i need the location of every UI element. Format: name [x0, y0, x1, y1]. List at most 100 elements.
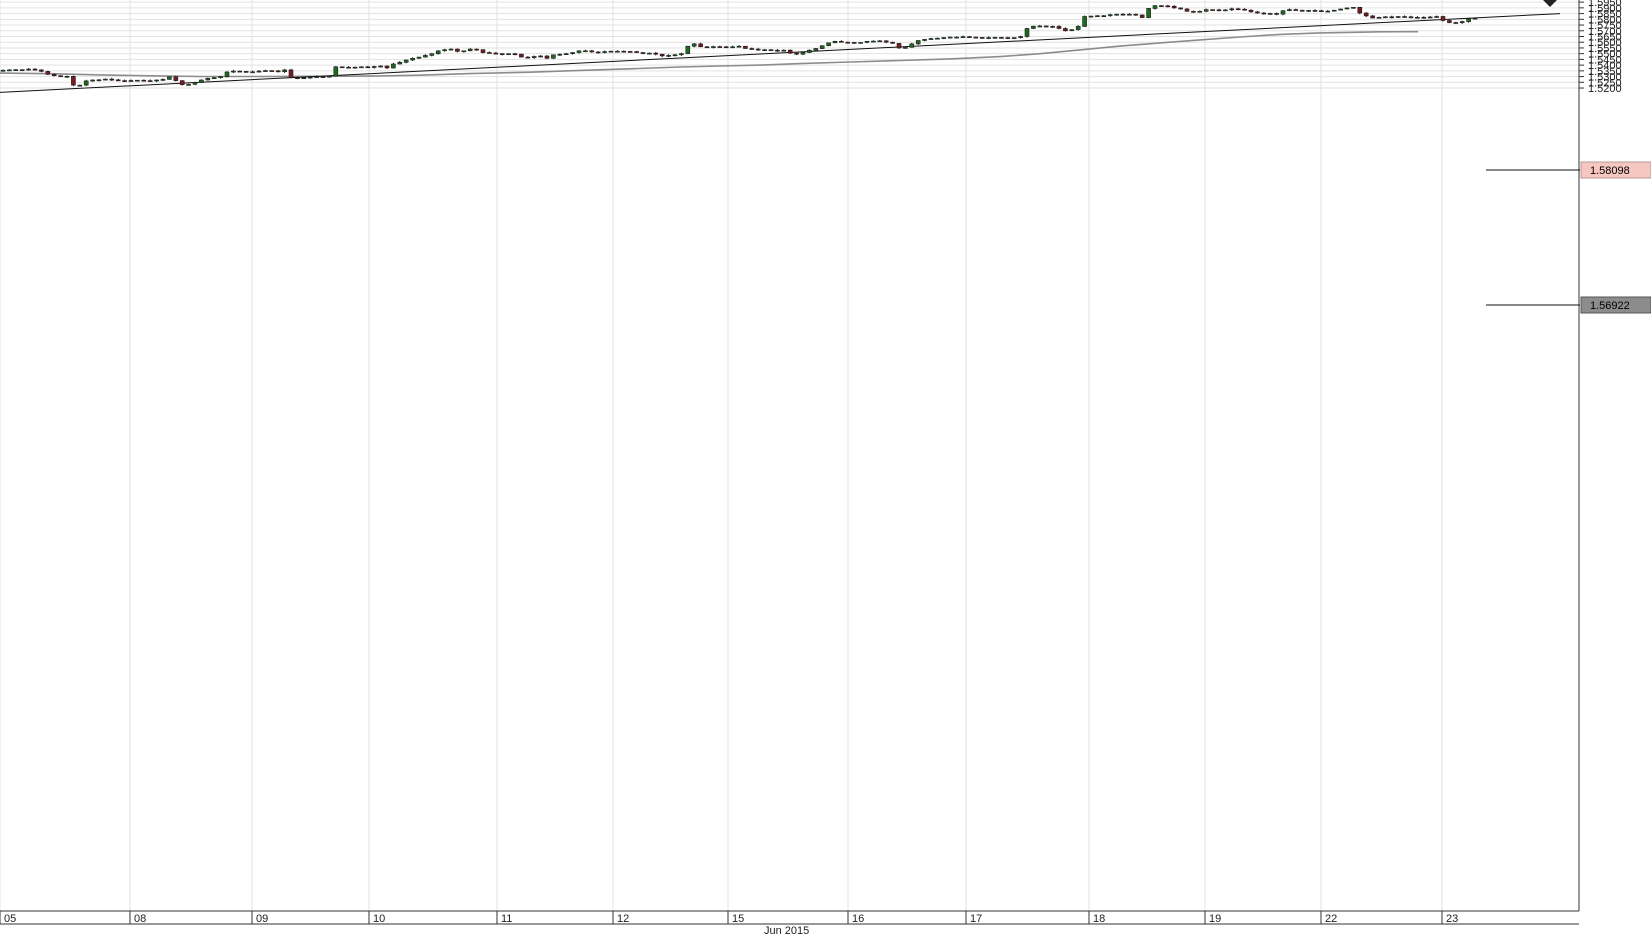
candle	[1050, 25, 1055, 28]
candle-body-down	[493, 52, 499, 55]
candle-body-down	[1184, 8, 1190, 12]
candle	[179, 80, 185, 86]
candle-body-down	[1101, 15, 1107, 17]
x-tick-label: 19	[1209, 913, 1221, 925]
candle	[288, 68, 294, 79]
candle	[1306, 9, 1311, 12]
candle	[51, 73, 57, 77]
candle-body-down	[1274, 13, 1279, 15]
candle	[1421, 16, 1427, 19]
candle	[218, 76, 223, 79]
candle-body-up	[410, 57, 415, 61]
ma-value-tag-box	[1580, 296, 1651, 314]
candle	[1376, 16, 1382, 19]
candle	[1011, 37, 1017, 39]
y-tick-label: 1.5800	[1588, 14, 1622, 26]
candle-body-up	[26, 68, 31, 71]
candle-body-up	[461, 50, 467, 53]
candle	[1043, 25, 1049, 28]
candle-body-up	[858, 42, 863, 44]
candle	[301, 77, 307, 79]
candle	[1146, 8, 1151, 19]
candle	[941, 37, 947, 40]
candle-body-down	[544, 55, 550, 59]
candle-body-down	[595, 51, 601, 54]
candle-body-up	[563, 53, 569, 56]
candle-body-up	[442, 49, 447, 52]
candle-body-down	[1056, 26, 1062, 29]
candle-body-up	[1306, 10, 1311, 12]
candle-body-up	[1383, 16, 1388, 19]
candle-body-up	[314, 76, 319, 78]
candle	[640, 52, 646, 55]
candle	[115, 78, 121, 82]
candle-body-up	[871, 40, 876, 43]
candle	[730, 45, 735, 49]
candle	[128, 79, 134, 82]
candle	[864, 40, 870, 44]
candle	[858, 42, 863, 44]
candle	[749, 47, 755, 50]
candle-body-up	[167, 76, 172, 80]
trendline-layer	[0, 13, 1561, 93]
candle	[1383, 16, 1388, 19]
candle-body-up	[423, 55, 428, 58]
candle-body-up	[1459, 21, 1465, 24]
candle	[1242, 8, 1247, 11]
candle	[499, 53, 505, 56]
candle-body-down	[717, 46, 723, 48]
candle-body-down	[295, 77, 300, 79]
candle-body-up	[538, 55, 543, 58]
candle-body-down	[1063, 28, 1068, 32]
y-tick-label: 1.5400	[1588, 60, 1622, 72]
candle	[455, 48, 460, 53]
candle	[576, 50, 582, 54]
candle	[563, 52, 569, 56]
candle	[839, 40, 844, 43]
candle-body-up	[359, 66, 364, 69]
grid-layer	[0, 0, 1579, 911]
candle	[871, 40, 876, 43]
candle	[711, 45, 716, 49]
candle	[346, 66, 351, 69]
x-tick-label: 18	[1093, 913, 1105, 925]
candle-body-up	[13, 69, 19, 71]
candle	[333, 66, 339, 77]
candle	[1152, 5, 1158, 10]
candle	[698, 42, 703, 48]
candle	[608, 50, 614, 53]
candle	[1440, 15, 1446, 22]
candle	[1191, 10, 1196, 13]
candle-body-up	[1280, 10, 1286, 15]
scroll-marker-icon[interactable]	[1543, 0, 1557, 7]
candle	[205, 77, 211, 81]
candle	[755, 47, 761, 51]
candle-body-up	[96, 79, 102, 82]
candle-body-up	[1466, 18, 1471, 22]
candle	[883, 40, 889, 44]
candle-body-down	[1191, 11, 1196, 13]
candle-body-up	[730, 46, 735, 49]
candle	[410, 57, 415, 61]
candle-body-up	[960, 36, 966, 39]
candle	[627, 50, 633, 53]
candle	[787, 49, 793, 54]
candle	[474, 48, 479, 51]
candle-body-up	[263, 70, 268, 72]
moving-average-line	[0, 30, 1419, 78]
candle	[141, 79, 147, 82]
candle-body-down	[365, 66, 371, 69]
y-tick-label: 1.5550	[1588, 43, 1622, 55]
candle-body-up	[672, 54, 678, 57]
candle-body-up	[941, 37, 947, 39]
candle-body-up	[429, 53, 435, 56]
candle-body-up	[1127, 13, 1132, 16]
candle	[762, 49, 767, 52]
candle	[903, 47, 908, 49]
candle-body-up	[0, 70, 6, 72]
candle	[103, 78, 108, 81]
candle-body-down	[320, 76, 326, 78]
candle	[352, 66, 358, 69]
candle-body-up	[135, 79, 140, 82]
candle	[1165, 4, 1171, 8]
